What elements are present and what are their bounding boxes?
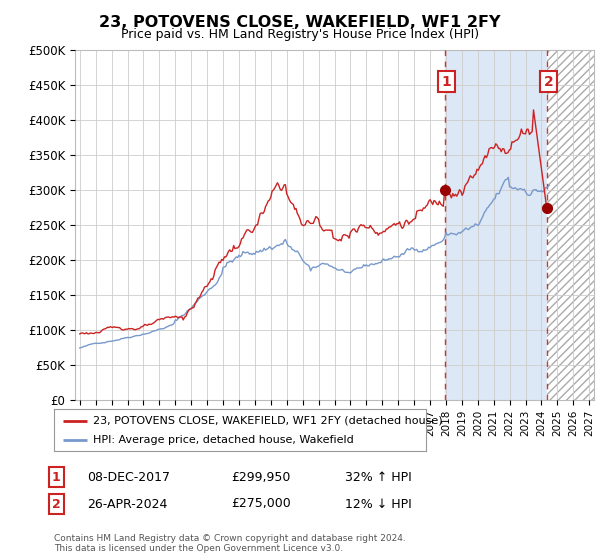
Text: 23, POTOVENS CLOSE, WAKEFIELD, WF1 2FY (detached house): 23, POTOVENS CLOSE, WAKEFIELD, WF1 2FY (… xyxy=(93,416,443,426)
Bar xyxy=(547,50,594,400)
Text: HPI: Average price, detached house, Wakefield: HPI: Average price, detached house, Wake… xyxy=(93,435,354,445)
Text: Contains HM Land Registry data © Crown copyright and database right 2024.
This d: Contains HM Land Registry data © Crown c… xyxy=(54,534,406,553)
Text: 2: 2 xyxy=(544,75,553,89)
Text: 26-APR-2024: 26-APR-2024 xyxy=(87,497,167,511)
Text: £275,000: £275,000 xyxy=(231,497,291,511)
Text: 08-DEC-2017: 08-DEC-2017 xyxy=(87,470,170,484)
Bar xyxy=(445,50,547,400)
Text: 32% ↑ HPI: 32% ↑ HPI xyxy=(345,470,412,484)
Text: 12% ↓ HPI: 12% ↓ HPI xyxy=(345,497,412,511)
Text: £299,950: £299,950 xyxy=(231,470,290,484)
Text: 1: 1 xyxy=(52,470,61,484)
Text: 2: 2 xyxy=(52,497,61,511)
Text: 23, POTOVENS CLOSE, WAKEFIELD, WF1 2FY: 23, POTOVENS CLOSE, WAKEFIELD, WF1 2FY xyxy=(99,15,501,30)
Bar xyxy=(547,50,594,400)
Text: Price paid vs. HM Land Registry's House Price Index (HPI): Price paid vs. HM Land Registry's House … xyxy=(121,28,479,41)
Text: 1: 1 xyxy=(442,75,451,89)
